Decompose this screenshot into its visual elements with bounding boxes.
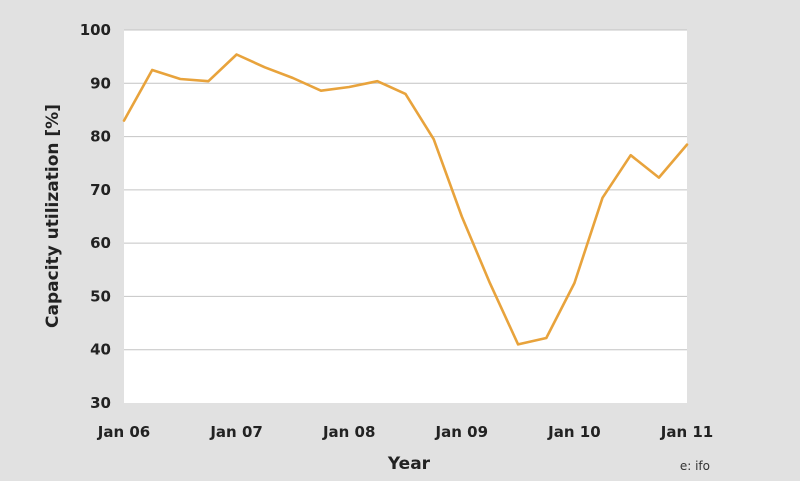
y-tick-labels: 30 40 50 60 70 80 90 100 [80,21,111,412]
y-tick-label: 30 [90,394,111,412]
y-tick-label: 40 [90,341,111,359]
series-line [122,53,689,346]
x-tick-label: Jan 09 [435,423,488,441]
x-tick-label: Jan 08 [322,423,375,441]
plot-area [124,30,687,403]
x-tick-label: Jan 10 [547,423,600,441]
y-tick-label: 50 [90,287,111,305]
y-axis-label: Capacity utilization [%] [43,104,63,328]
x-axis-label: Year [387,454,431,474]
y-tick-label: 90 [90,74,111,92]
source-note: e: ifo [680,459,710,473]
y-tick-label: 60 [90,234,111,252]
x-tick-label: Jan 07 [209,423,262,441]
x-tick-label: Jan 11 [660,423,713,441]
y-tick-label: 100 [80,21,111,39]
x-tick-label: Jan 06 [97,423,150,441]
y-tick-label: 70 [90,181,111,199]
series-group [122,53,689,346]
gridlines [124,29,687,351]
x-tick-labels: Jan 06 Jan 07 Jan 08 Jan 09 Jan 10 Jan 11 [97,423,713,441]
y-tick-label: 80 [90,128,111,146]
